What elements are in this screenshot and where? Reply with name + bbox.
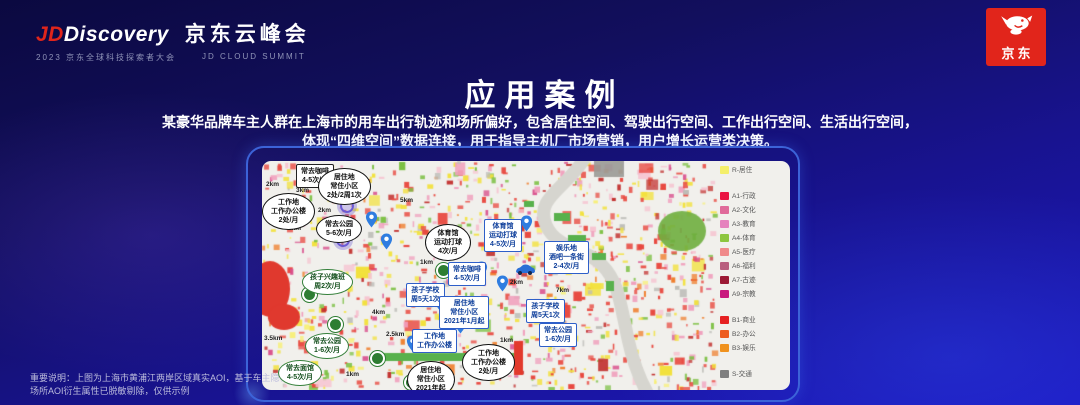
page-title: 应用案例: [464, 78, 625, 113]
map-callout-park3: 常去公园 1-6次/月: [539, 323, 577, 348]
map-callout-work: 工作地 工作办公楼 2处/月: [262, 193, 315, 231]
map-callout-work2: 工作地 工作办公楼: [412, 329, 457, 354]
location-pin-icon: [380, 233, 393, 255]
legend-item: A6-福利: [720, 261, 788, 271]
jd-dog-icon: [999, 12, 1033, 41]
subtitle-line1: 某豪华品牌车主人群在上海市的用车出行轨迹和场所偏好，包含居住空间、驾驶出行空间、…: [162, 114, 918, 130]
jdd-logo: JDDiscovery: [36, 23, 169, 47]
legend-item: B3-娱乐: [720, 343, 788, 353]
legend-swatch: [720, 262, 729, 270]
map-callout-bar-street: 娱乐地 酒吧一条街 2-4次/月: [544, 241, 589, 275]
legend-swatch: [720, 370, 729, 378]
map-callout-home: 居住地 常住小区 2处/2周1次: [318, 168, 371, 206]
legend-item: A1-行政: [720, 191, 788, 201]
legend-item: A9-宗教: [720, 289, 788, 299]
legend-item: B1-商业: [720, 315, 788, 325]
map-callout-work3: 工作地 工作办公楼 2处/月: [462, 344, 515, 382]
legend-item: S-交通: [720, 369, 788, 379]
distance-label: 2km: [510, 279, 524, 286]
event-subtitle-cn: 2023 京东全球科技探索者大会: [36, 53, 177, 62]
map-callout-school: 孩子学校 周5天1次: [406, 283, 445, 308]
legend-item: A7-古迹: [720, 275, 788, 285]
map-panel-frame: [246, 146, 800, 402]
legend-item: A2-文化: [720, 205, 788, 215]
footnote-line2: 场所AOI衍生属性已脱敏剔除，仅供示例: [30, 386, 190, 396]
car-icon: [514, 263, 536, 281]
distance-label: 3.5km: [264, 335, 283, 342]
brand-block: JDDiscovery 京东云峰会 2023 京东全球科技探索者大会 JD CL…: [36, 18, 310, 63]
footnote: 重要说明：上图为上海市黄浦江两岸区域真实AOI，基于车主隐私， 场所AOI衍生属…: [30, 372, 298, 398]
map-callout-gym-box: 体育馆 运动打球 4-5次/月: [484, 219, 522, 253]
legend-item: A4-体育: [720, 233, 788, 243]
legend-swatch: [720, 276, 729, 284]
distance-label: 2km: [266, 181, 280, 188]
legend-swatch: [720, 166, 729, 174]
map-callout-coffee2: 常去咖啡 4-5次/月: [448, 262, 486, 287]
legend-swatch: [720, 220, 729, 228]
distance-label: 4km: [372, 309, 386, 316]
legend-swatch: [720, 344, 729, 352]
shanghai-aoi-map: R-居住 A1-行政 A2-文化 A3-教育 A4-体育 A5-医疗 A6-福利…: [262, 161, 790, 390]
footnote-line1: 重要说明：上图为上海市黄浦江两岸区域真实AOI，基于车主隐私，: [30, 373, 298, 383]
legend-swatch: [720, 206, 729, 214]
location-pin-icon: [365, 211, 378, 233]
map-callout-park2: 常去公园 1-6次/月: [305, 333, 349, 360]
subtitle-line2: 体现“四维空间”数据连接，用于指导主机厂市场营销，用户增长运营类决策。: [302, 133, 778, 149]
map-callout-home2: 居住地 常住小区 2021年1月起: [439, 296, 490, 330]
location-pin-green-icon: [370, 351, 385, 366]
map-callout-gym-cloud: 体育馆 运动打球 4次/月: [425, 224, 471, 262]
map-callout-school2: 孩子学校 周5天1次: [526, 299, 565, 324]
distance-label: 1km: [346, 371, 360, 378]
distance-label: 7km: [556, 287, 570, 294]
legend-swatch: [720, 290, 729, 298]
legend-item: A3-教育: [720, 219, 788, 229]
legend-item: R-居住: [720, 165, 788, 175]
map-callout-noodle: 常去面馆 4-5次/月: [278, 360, 322, 387]
distance-label: 5km: [400, 197, 414, 204]
map-legend: R-居住 A1-行政 A2-文化 A3-教育 A4-体育 A5-医疗 A6-福利…: [720, 165, 788, 390]
legend-item: A5-医疗: [720, 247, 788, 257]
jdd-logo-rest: Discovery: [63, 23, 169, 46]
legend-item: B2-办公: [720, 329, 788, 339]
legend-swatch: [720, 248, 729, 256]
location-pin-green-icon: [328, 317, 343, 332]
legend-swatch: [720, 316, 729, 324]
event-subtitle-en: JD CLOUD SUMMIT: [202, 52, 306, 61]
location-pin-icon: [496, 275, 509, 297]
legend-swatch: [720, 234, 729, 242]
distance-label: 1km: [500, 337, 514, 344]
distance-label: 3km: [296, 187, 310, 194]
map-callout-park: 常去公园 5-6次/月: [316, 215, 362, 244]
distance-label: 1km: [420, 259, 434, 266]
map-callout-home3: 居住地 常住小区 2021年起: [407, 361, 455, 390]
event-title-cn: 京东云峰会: [184, 23, 310, 46]
page-subtitle: 某豪华品牌车主人群在上海市的用车出行轨迹和场所偏好，包含居住空间、驾驶出行空间、…: [0, 113, 1080, 151]
map-callout-kids-class: 孩子兴趣班 周2次/月: [302, 269, 353, 296]
distance-label: 2km: [318, 207, 332, 214]
legend-swatch: [720, 192, 729, 200]
jd-logo-label: 京东: [1001, 46, 1034, 61]
distance-label: 2.5km: [386, 331, 405, 338]
location-pin-icon: [520, 215, 533, 237]
jdd-logo-jd: JD: [36, 23, 64, 46]
legend-swatch: [720, 330, 729, 338]
jd-logo-badge: 京东: [986, 8, 1046, 66]
